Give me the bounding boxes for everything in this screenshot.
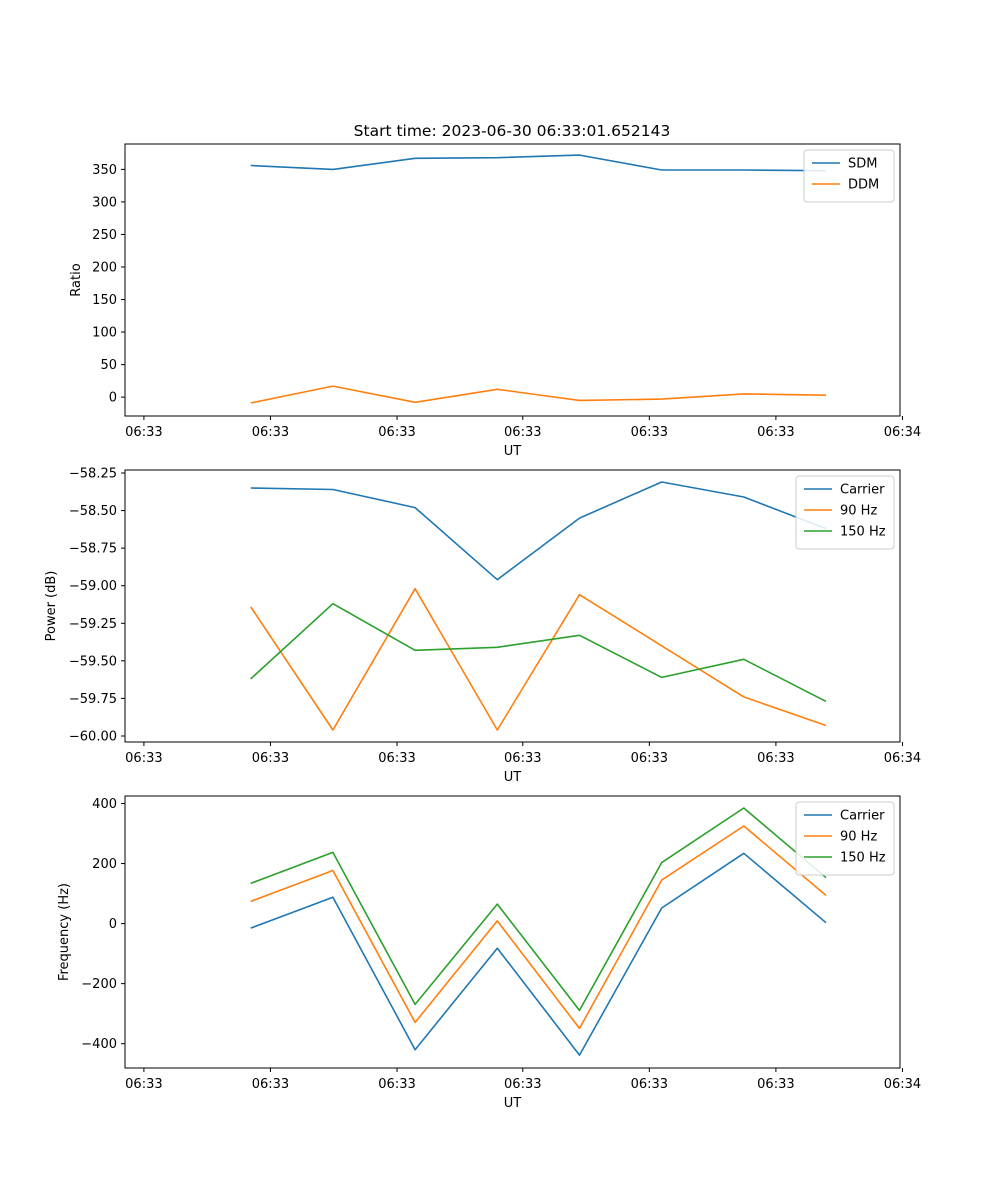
x-tick-label: 06:33 (757, 1077, 794, 1092)
x-tick-label: 06:33 (125, 425, 162, 440)
axes-frame (124, 469, 901, 743)
legend-label: 90 Hz (840, 830, 877, 845)
y-tick-label: 100 (92, 326, 117, 341)
y-axis-label: Power (dB) (44, 571, 59, 642)
series-line-carrier (250, 481, 827, 581)
x-tick-label: 06:33 (125, 751, 162, 766)
subplot-3: −400 −200 0 200 400 06:33 06:33 06:33 06:33 06:33… (57, 795, 921, 1111)
x-tick-label: 06:33 (378, 751, 415, 766)
legend: Carrier 90 Hz 150 Hz (795, 801, 895, 876)
x-tick-label: 06:33 (504, 751, 541, 766)
legend: SDM DDM (803, 149, 895, 203)
axes-frame (124, 795, 901, 1069)
x-axis-label: UT (504, 444, 522, 459)
y-tick-label: 400 (92, 797, 117, 812)
y-tick-label: −60.00 (69, 729, 117, 744)
legend-label: DDM (848, 178, 879, 193)
y-tick-label: 0 (109, 917, 117, 932)
axes-frame (124, 143, 901, 417)
x-tick-label: 06:33 (631, 425, 668, 440)
y-tick-label: 200 (92, 857, 117, 872)
x-tick-label: 06:33 (631, 751, 668, 766)
y-tick-label: 250 (92, 228, 117, 243)
series-line-150-hz (250, 807, 827, 1012)
y-tick-label: 150 (92, 293, 117, 308)
y-tick-label: −59.00 (69, 579, 117, 594)
y-tick-label: −58.75 (69, 542, 117, 557)
y-axis-label: Frequency (Hz) (57, 883, 72, 981)
series-line-ddm (250, 385, 827, 404)
subplot-2: −60.00 −59.75 −59.50 −59.25 −59.00 −58.75 −58.… (44, 467, 921, 785)
series-line-90-hz (250, 825, 827, 1030)
series-line-150-hz (250, 602, 827, 703)
legend-label: 150 Hz (840, 851, 886, 866)
series-line-90-hz (250, 587, 827, 731)
figure-title: Start time: 2023-06-30 06:33:01.652143 (354, 122, 671, 140)
y-tick-label: 350 (92, 163, 117, 178)
x-tick-label: 06:33 (252, 1077, 289, 1092)
x-tick-label: 06:33 (631, 1077, 668, 1092)
legend-label: 150 Hz (840, 525, 886, 540)
x-axis-label: UT (504, 770, 522, 785)
x-tick-label: 06:33 (378, 425, 415, 440)
y-tick-label: −58.25 (69, 467, 117, 482)
y-tick-label: −400 (81, 1037, 117, 1052)
y-tick-label: 50 (100, 358, 117, 373)
x-tick-label: 06:34 (884, 751, 921, 766)
x-tick-label: 06:33 (378, 1077, 415, 1092)
x-tick-label: 06:34 (884, 1077, 921, 1092)
x-tick-label: 06:33 (504, 425, 541, 440)
y-tick-label: 300 (92, 195, 117, 210)
x-tick-label: 06:33 (125, 1077, 162, 1092)
y-tick-label: −59.75 (69, 692, 117, 707)
y-tick-label: −58.50 (69, 504, 117, 519)
y-tick-label: −59.25 (69, 617, 117, 632)
y-tick-label: −59.50 (69, 654, 117, 669)
y-tick-label: −200 (81, 977, 117, 992)
legend-label: Carrier (840, 483, 885, 498)
x-axis-label: UT (504, 1096, 522, 1111)
legend-label: 90 Hz (840, 504, 877, 519)
x-tick-label: 06:33 (504, 1077, 541, 1092)
y-tick-label: 200 (92, 260, 117, 275)
series-line-sdm (250, 154, 827, 172)
legend-label: Carrier (840, 809, 885, 824)
y-tick-label: 0 (109, 391, 117, 406)
legend-label: SDM (848, 157, 877, 172)
y-axis-label: Ratio (69, 263, 84, 296)
x-tick-label: 06:33 (757, 751, 794, 766)
series-line-carrier (250, 852, 827, 1056)
legend: Carrier 90 Hz 150 Hz (795, 475, 895, 550)
x-tick-label: 06:33 (757, 425, 794, 440)
x-tick-label: 06:33 (252, 751, 289, 766)
subplot-1: 0 50 100 150 200 250 300 350 06:33 06:33 06:33 06:3… (69, 143, 921, 459)
x-tick-label: 06:33 (252, 425, 289, 440)
x-tick-label: 06:34 (884, 425, 921, 440)
